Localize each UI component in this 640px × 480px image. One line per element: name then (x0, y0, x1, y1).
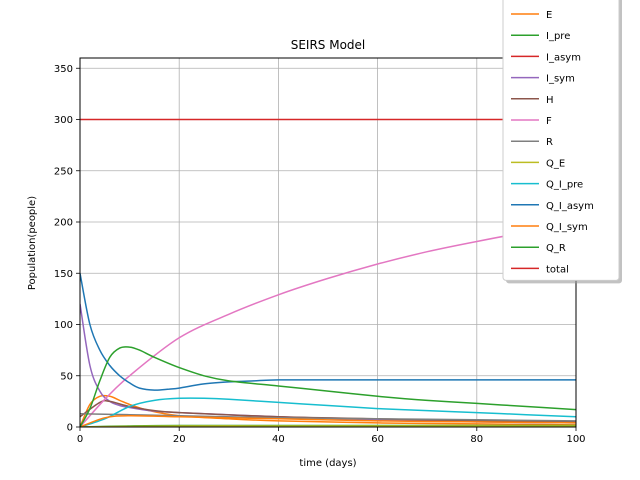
series-line-q-r (80, 346, 576, 427)
legend-label: F (546, 116, 552, 127)
series-line-r (80, 412, 576, 422)
chart-title: SEIRS Model (291, 38, 366, 52)
x-tick-label: 100 (566, 434, 585, 445)
legend-label: Q_I_asym (546, 201, 594, 212)
legend-label: total (546, 264, 569, 275)
series-lines (80, 118, 576, 427)
series-line-f (80, 224, 576, 427)
series-line-q-i-sym (80, 414, 576, 427)
x-tick-label: 60 (371, 434, 384, 445)
y-tick-label: 300 (54, 115, 73, 126)
x-tick-label: 40 (272, 434, 285, 445)
y-tick-label: 350 (54, 64, 73, 75)
legend-label: I_sym (546, 74, 575, 85)
x-tick-label: 20 (173, 434, 186, 445)
legend-label: Q_R (546, 243, 566, 254)
legend-label: Q_I_sym (546, 222, 588, 233)
series-line-q-i-asym (80, 273, 576, 391)
x-tick-label: 80 (470, 434, 483, 445)
y-tick-label: 50 (60, 371, 73, 382)
plot-frame (79, 57, 577, 428)
y-tick-label: 0 (67, 423, 73, 434)
legend-box (502, 0, 620, 281)
legend-label: E (546, 10, 552, 21)
grid-lines (79, 58, 577, 428)
legend: E I_pre I_asym I_sym HFR Q_E Q_I_pre Q_I_asym Q_… (502, 0, 622, 284)
x-axis-label: time (days) (299, 458, 356, 469)
axis-ticks: 0 20 40 60 80 100 0 50 100 150 200 250 300 350 (54, 64, 586, 445)
legend-label: I_asym (546, 52, 581, 63)
legend-label: Q_I_pre (546, 180, 583, 191)
y-tick-label: 100 (54, 320, 73, 331)
legend-label: H (546, 95, 554, 106)
legend-label: I_pre (546, 31, 570, 42)
y-axis-label: Population(people) (27, 196, 38, 290)
y-tick-label: 150 (54, 269, 73, 280)
legend-label: Q_E (546, 158, 565, 169)
series-line-h (80, 399, 576, 423)
series-line-q-e (80, 425, 576, 427)
y-tick-label: 200 (54, 218, 73, 229)
legend-label: R (546, 137, 553, 148)
x-tick-label: 0 (77, 434, 83, 445)
y-tick-label: 250 (54, 166, 73, 177)
series-line-e (80, 394, 576, 427)
series-line-q-i-pre (80, 397, 576, 427)
